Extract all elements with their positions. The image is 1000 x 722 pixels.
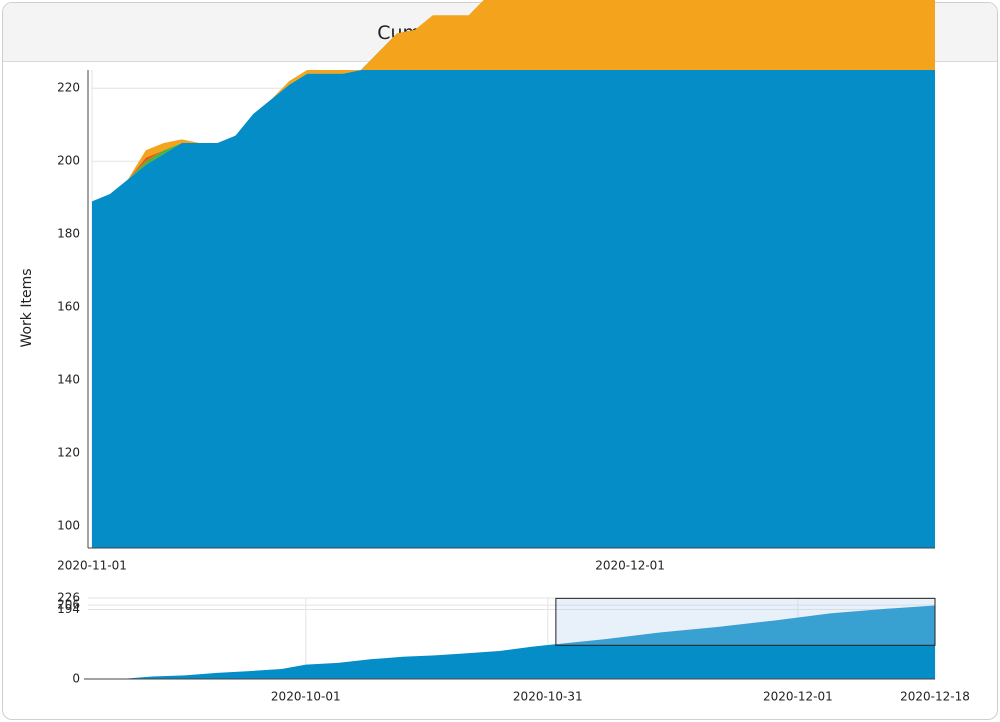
y-tick-label: 0 bbox=[72, 672, 80, 686]
y-tick-label: 180 bbox=[57, 227, 80, 241]
y-tick-label: 206 bbox=[57, 598, 80, 612]
y-tick-label: 160 bbox=[57, 300, 80, 314]
y-tick-label: 140 bbox=[57, 373, 80, 387]
navigator-selection bbox=[555, 597, 936, 646]
x-tick-label: 2020-10-31 bbox=[513, 690, 583, 704]
x-tick-label: 2020-12-01 bbox=[763, 690, 833, 704]
area bbox=[92, 0, 935, 202]
x-tick-label: 2020-10-01 bbox=[271, 690, 341, 704]
y-tick-label: 120 bbox=[57, 446, 80, 460]
area bbox=[92, 70, 935, 548]
area bbox=[88, 605, 935, 679]
x-tick-label: 2020-12-01 bbox=[595, 559, 665, 573]
x-tick-label: 2020-11-01 bbox=[57, 559, 127, 573]
y-tick-label: 194 bbox=[57, 602, 80, 616]
y-tick-label: 200 bbox=[57, 154, 80, 168]
y-tick-label: 100 bbox=[57, 519, 80, 533]
y-tick-label: 226 bbox=[57, 591, 80, 605]
y-axis-title: Work Items bbox=[19, 268, 35, 347]
y-tick-label: 220 bbox=[57, 81, 80, 95]
x-tick-label: 2020-12-18 bbox=[900, 690, 970, 704]
